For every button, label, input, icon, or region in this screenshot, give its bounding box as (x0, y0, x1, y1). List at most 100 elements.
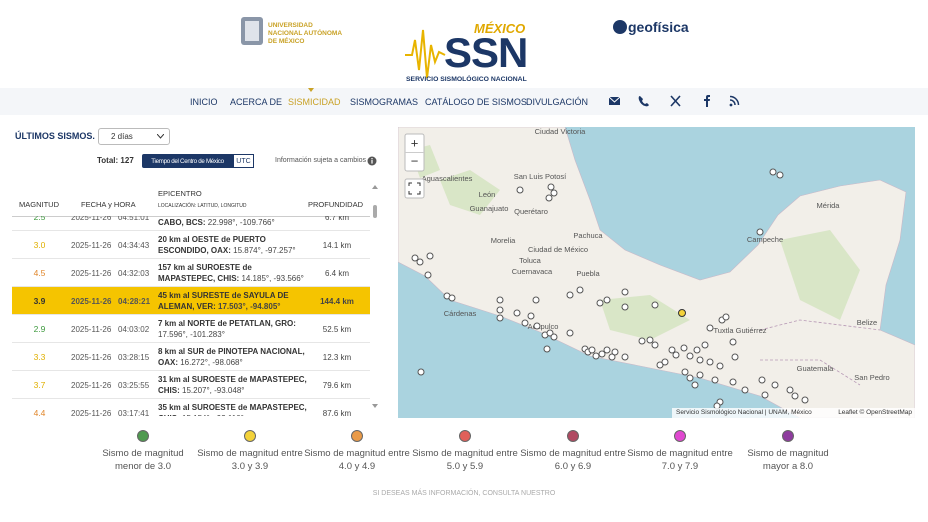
quake-marker[interactable] (786, 386, 794, 394)
nav-item[interactable]: SISMICIDAD (288, 97, 341, 107)
quake-marker[interactable] (521, 319, 529, 327)
quake-marker[interactable] (646, 336, 654, 344)
table-row[interactable]: 3.9 2025-11-26 04:28:21 45 km al SURESTE de… (12, 287, 370, 315)
scroll-up[interactable] (372, 185, 378, 189)
table-row[interactable]: 3.7 2025-11-26 03:25:55 31 km al SUROESTE d… (12, 371, 370, 399)
quake-marker[interactable] (592, 352, 600, 360)
zoom-out[interactable]: − (411, 153, 419, 168)
quake-marker-selected[interactable] (678, 309, 686, 317)
quake-marker[interactable] (693, 346, 701, 354)
quake-marker[interactable] (731, 353, 739, 361)
quake-marker[interactable] (621, 353, 629, 361)
quake-marker[interactable] (608, 353, 616, 361)
nav-item[interactable]: SISMOGRAMAS (350, 97, 419, 107)
quake-marker[interactable] (516, 186, 524, 194)
time-toggle-local[interactable]: Tiempo del Centro de México (142, 154, 233, 168)
social-icons[interactable] (600, 92, 750, 112)
quake-marker[interactable] (729, 378, 737, 386)
quake-marker[interactable] (651, 341, 659, 349)
quake-marker[interactable] (638, 337, 646, 345)
fullscreen-button[interactable] (404, 178, 425, 199)
quake-marker[interactable] (801, 396, 809, 404)
quake-marker[interactable] (756, 228, 764, 236)
mail-icon[interactable] (609, 97, 620, 105)
quake-marker[interactable] (776, 171, 784, 179)
nav-item[interactable]: ACERCA DE (230, 97, 283, 107)
quake-marker[interactable] (686, 352, 694, 360)
quake-marker[interactable] (701, 341, 709, 349)
quake-marker[interactable] (711, 376, 719, 384)
quake-marker[interactable] (672, 351, 680, 359)
attribution-leaflet[interactable]: Leaflet © OpenStreetMap (838, 408, 912, 416)
quake-marker[interactable] (417, 368, 425, 376)
quake-marker[interactable] (416, 258, 424, 266)
quake-marker[interactable] (496, 314, 504, 322)
quake-marker[interactable] (603, 346, 611, 354)
quake-marker[interactable] (550, 333, 558, 341)
quake-marker[interactable] (547, 183, 555, 191)
quake-marker[interactable] (680, 344, 688, 352)
time-toggle-utc[interactable]: UTC (233, 154, 254, 168)
phone-icon[interactable] (638, 96, 649, 107)
quake-marker[interactable] (596, 299, 604, 307)
quake-marker[interactable] (533, 322, 541, 330)
quake-marker[interactable] (566, 329, 574, 337)
quake-marker[interactable] (426, 252, 434, 260)
quake-marker[interactable] (716, 362, 724, 370)
quake-marker[interactable] (696, 356, 704, 364)
x-icon[interactable] (670, 95, 681, 107)
quake-marker[interactable] (686, 374, 694, 382)
quake-marker[interactable] (681, 368, 689, 376)
quake-marker[interactable] (791, 392, 799, 400)
table-row[interactable]: 4.4 2025-11-26 03:17:41 35 km al SUROESTE d… (12, 399, 370, 416)
quake-marker[interactable] (448, 294, 456, 302)
quake-marker[interactable] (603, 296, 611, 304)
quake-marker[interactable] (546, 329, 554, 337)
quake-marker[interactable] (771, 381, 779, 389)
quake-marker[interactable] (729, 338, 737, 346)
quake-marker[interactable] (661, 358, 669, 366)
quake-marker[interactable] (761, 391, 769, 399)
quake-marker[interactable] (513, 309, 521, 317)
table-row[interactable]: 2.9 2025-11-26 04:03:02 7 km al NORTE de PE… (12, 315, 370, 343)
quake-marker[interactable] (527, 312, 535, 320)
quake-marker[interactable] (769, 168, 777, 176)
quake-marker[interactable] (496, 306, 504, 314)
rss-icon[interactable] (729, 103, 733, 107)
quake-marker[interactable] (545, 194, 553, 202)
quake-marker[interactable] (532, 296, 540, 304)
table-row[interactable]: 3.3 2025-11-26 03:28:15 8 km al SUR de PINO… (12, 343, 370, 371)
scroll-thumb[interactable] (373, 205, 377, 218)
quake-marker[interactable] (611, 348, 619, 356)
quake-marker[interactable] (621, 288, 629, 296)
quake-marker[interactable] (588, 346, 596, 354)
scroll-down[interactable] (372, 404, 378, 408)
quake-marker[interactable] (691, 381, 699, 389)
zoom-in[interactable]: + (411, 135, 419, 150)
nav-item[interactable]: INICIO (190, 97, 218, 107)
quake-marker[interactable] (696, 371, 704, 379)
table-row[interactable]: 4.5 2025-11-26 04:32:03 157 km al SUROESTE … (12, 259, 370, 287)
quake-marker[interactable] (758, 376, 766, 384)
table-row[interactable]: 2.5 2025-11-26 04:51:01 7 km al SUROESTE de… (12, 216, 370, 231)
period-select[interactable]: 2 días (98, 128, 170, 145)
quake-marker[interactable] (706, 324, 714, 332)
nav-item[interactable]: CATÁLOGO DE SISMOS (425, 97, 527, 107)
info-icon[interactable] (367, 156, 377, 166)
quake-marker[interactable] (598, 350, 606, 358)
quake-marker[interactable] (621, 303, 629, 311)
quake-marker[interactable] (668, 346, 676, 354)
quake-marker[interactable] (424, 271, 432, 279)
quake-marker[interactable] (651, 301, 659, 309)
quake-marker[interactable] (706, 358, 714, 366)
facebook-icon[interactable] (704, 95, 710, 107)
quake-marker[interactable] (576, 286, 584, 294)
quake-marker[interactable] (543, 345, 551, 353)
scrollbar[interactable] (370, 183, 380, 415)
map[interactable]: Ciudad Victoria Aguascalientes San Luis Po… (398, 127, 915, 418)
quake-marker[interactable] (741, 386, 749, 394)
quake-marker[interactable] (656, 361, 664, 369)
quake-marker[interactable] (496, 296, 504, 304)
quake-marker[interactable] (550, 189, 558, 197)
quake-marker[interactable] (722, 313, 730, 321)
